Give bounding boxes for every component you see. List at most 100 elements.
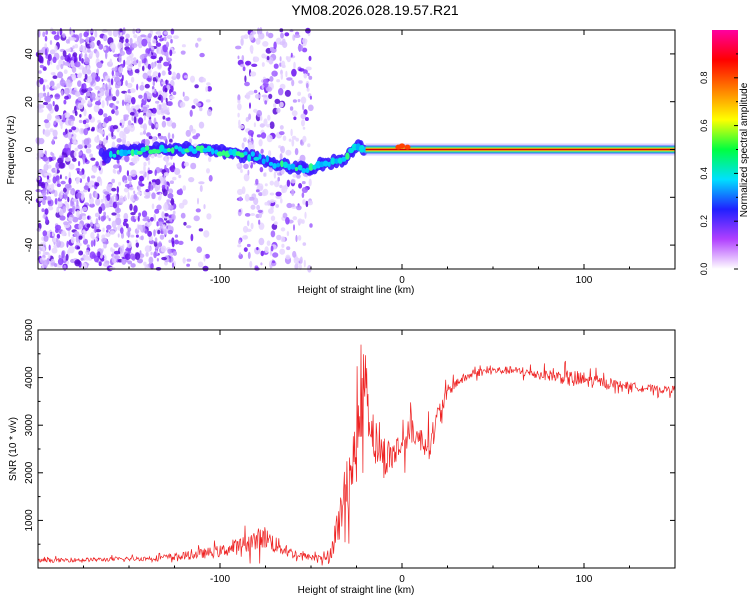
noise-blob: [268, 208, 274, 214]
noise-blob: [285, 70, 288, 78]
noise-blob: [137, 215, 140, 222]
noise-blob: [238, 196, 243, 202]
noise-blob: [154, 237, 158, 243]
noise-blob: [106, 135, 109, 141]
noise-blob: [85, 251, 88, 260]
noise-blob: [279, 131, 285, 136]
noise-blob: [147, 218, 151, 223]
noise-blob: [155, 178, 161, 186]
noise-blob: [84, 73, 88, 80]
noise-blob: [279, 248, 286, 255]
ridge-inner: [345, 152, 350, 160]
noise-blob: [138, 94, 143, 99]
ridge-inner: [243, 151, 248, 156]
noise-blob: [155, 100, 160, 104]
noise-blob: [148, 118, 152, 126]
noise-blob: [119, 122, 122, 126]
noise-blob: [257, 209, 263, 213]
noise-blob: [302, 103, 305, 111]
noise-blob: [109, 230, 115, 235]
noise-blob: [123, 218, 128, 223]
noise-blob: [266, 134, 273, 143]
noise-blob: [284, 32, 290, 37]
noise-blob: [176, 72, 181, 80]
noise-blob: [156, 47, 159, 54]
noise-blob: [139, 54, 145, 60]
noise-blob: [169, 138, 173, 143]
spectrogram-noise: [35, 27, 314, 273]
noise-blob: [195, 102, 202, 107]
noise-blob: [93, 239, 96, 247]
noise-blob: [285, 56, 289, 60]
noise-blob: [68, 246, 75, 254]
noise-blob: [103, 211, 106, 217]
noise-blob: [42, 101, 49, 106]
ridge-inner: [211, 148, 215, 155]
spectrogram-ridge: [98, 139, 675, 176]
noise-blob: [174, 168, 181, 175]
noise-blob: [298, 183, 303, 189]
noise-blob: [68, 171, 71, 180]
noise-blob: [39, 77, 44, 85]
x-tick-label: 100: [576, 574, 593, 585]
noise-blob: [256, 204, 260, 211]
noise-blob: [153, 229, 156, 237]
noise-blob: [163, 61, 169, 67]
noise-blob: [111, 212, 117, 216]
ridge-inner: [112, 153, 117, 158]
noise-blob: [144, 83, 150, 89]
noise-blob: [107, 78, 111, 83]
noise-blob: [258, 183, 264, 192]
noise-blob: [249, 102, 251, 109]
noise-blob: [180, 50, 186, 55]
y-tick-label: 20: [24, 96, 35, 108]
colorbar-tick-label: 0.2: [699, 215, 709, 228]
noise-blob: [157, 72, 161, 78]
noise-blob: [160, 95, 164, 103]
noise-blob: [296, 257, 301, 262]
noise-blob: [302, 38, 308, 44]
ridge-inner: [253, 156, 260, 161]
noise-blob: [250, 71, 257, 77]
noise-blob: [97, 122, 104, 131]
noise-blob: [158, 104, 162, 111]
noise-blob: [167, 67, 171, 72]
noise-blob: [72, 157, 77, 162]
noise-blob: [125, 103, 130, 111]
noise-blob: [52, 101, 55, 107]
noise-blob: [125, 38, 129, 44]
noise-blob: [76, 192, 82, 199]
noise-blob: [88, 36, 96, 42]
noise-blob: [68, 216, 73, 222]
noise-blob: [46, 175, 50, 180]
noise-blob: [158, 56, 163, 62]
noise-blob: [64, 157, 71, 162]
noise-blob: [308, 55, 312, 62]
noise-blob: [123, 114, 130, 118]
noise-blob: [258, 32, 265, 40]
noise-blob: [293, 61, 296, 70]
noise-blob: [155, 123, 159, 128]
noise-blob: [182, 199, 188, 206]
ridge-inner: [206, 145, 212, 152]
noise-blob: [258, 219, 261, 225]
y-tick-label: 4000: [24, 366, 35, 389]
noise-blob: [136, 83, 139, 91]
noise-blob: [144, 216, 150, 220]
noise-blob: [247, 220, 250, 227]
noise-blob: [237, 99, 241, 104]
ridge-inner: [280, 160, 284, 168]
y-tick-label: -20: [24, 190, 35, 205]
noise-blob: [294, 148, 299, 156]
noise-blob: [264, 246, 269, 254]
noise-blob: [306, 87, 310, 92]
ridge-inner: [258, 153, 262, 160]
noise-blob: [172, 176, 177, 181]
noise-blob: [64, 95, 69, 100]
noise-blob: [106, 215, 109, 219]
noise-blob: [240, 169, 243, 173]
noise-blob: [198, 181, 205, 185]
noise-blob: [106, 194, 111, 201]
noise-blob: [98, 206, 103, 214]
noise-blob: [101, 78, 104, 82]
